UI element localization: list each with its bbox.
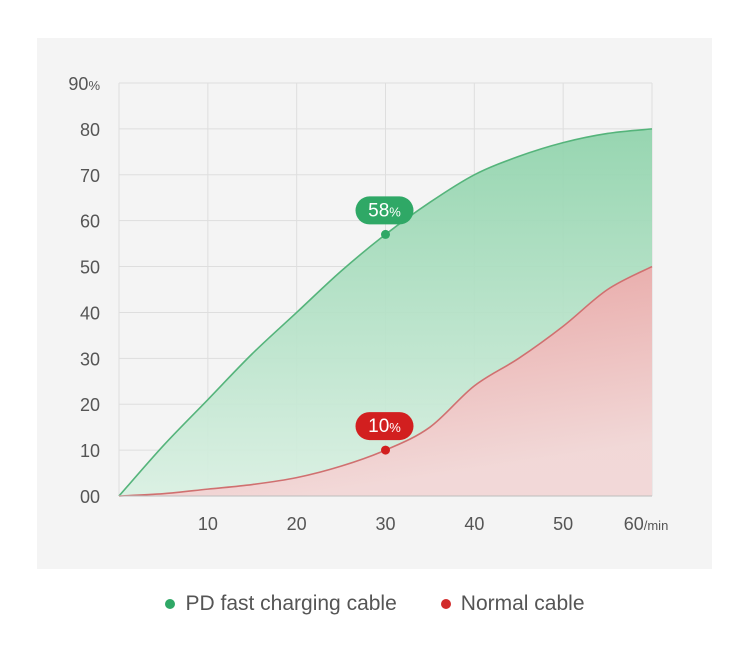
data-label-unit: % [389, 420, 401, 435]
data-label-normal-cable: 10% [368, 416, 401, 437]
y-tick-label: 30 [80, 349, 100, 369]
y-tick-label: 90% [68, 74, 100, 94]
y-tick-label: 00 [80, 487, 100, 507]
legend-dot-normal [440, 599, 451, 609]
y-tick-label: 10 [80, 441, 100, 461]
y-tick-label: 80 [80, 120, 100, 140]
legend: PD fast charging cable Normal cable [0, 592, 750, 616]
x-tick-label: 30 [375, 514, 395, 534]
x-tick-label: 60/min [624, 514, 669, 534]
x-tick-label: 40 [464, 514, 484, 534]
y-tick-label: 20 [80, 395, 100, 415]
badge-normal-cable [355, 412, 414, 441]
data-label-unit: % [389, 204, 401, 219]
legend-label-normal: Normal cable [460, 592, 585, 615]
legend-label-pd: PD fast charging cable [185, 592, 397, 615]
y-tick-label: 50 [80, 258, 100, 278]
y-tick-label: 60 [80, 212, 100, 232]
x-unit-label: /min [644, 518, 669, 533]
legend-item-pd: PD fast charging cable [165, 592, 397, 616]
x-tick-label: 10 [198, 514, 218, 534]
y-tick-label: 70 [80, 166, 100, 186]
x-tick-label: 20 [287, 514, 307, 534]
legend-item-normal: Normal cable [440, 592, 585, 616]
area-normal-cable [119, 266, 652, 496]
point-pd-fast-charging [381, 229, 390, 239]
legend-dot-pd [165, 599, 176, 609]
y-tick-label: 40 [80, 303, 100, 323]
point-normal-cable [381, 445, 390, 455]
data-label-pd-fast-charging: 58% [368, 200, 401, 221]
badge-pd-fast-charging [355, 196, 414, 225]
y-unit-label: % [88, 78, 100, 93]
x-tick-label: 50 [553, 514, 573, 534]
